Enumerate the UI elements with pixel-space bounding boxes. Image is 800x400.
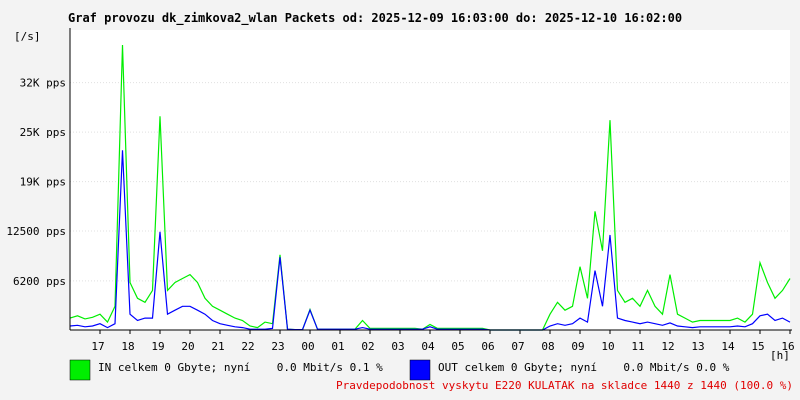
series-line [69, 44, 791, 331]
x-tick-label: 15 [751, 340, 764, 353]
x-tick-label: 19 [151, 340, 164, 353]
footnote: Pravdepodobnost vyskytu E220 KULATAK na … [336, 379, 793, 392]
x-tick-label: 04 [421, 340, 435, 353]
x-tick-label: 18 [121, 340, 134, 353]
x-tick-label: 12 [661, 340, 674, 353]
x-tick-label: 00 [301, 340, 314, 353]
x-tick-label: 06 [481, 340, 494, 353]
y-tick-label: 19K pps [20, 176, 66, 189]
series-line [69, 150, 791, 331]
plot-area [70, 30, 790, 330]
x-tick-label: 08 [541, 340, 554, 353]
y-tick-label: 32K pps [20, 77, 66, 90]
x-tick-label: 01 [331, 340, 344, 353]
x-tick-label: 07 [511, 340, 524, 353]
x-tick-label: 03 [391, 340, 404, 353]
x-tick-label: 11 [631, 340, 644, 353]
legend-swatch [409, 359, 431, 381]
y-tick-label: 6200 pps [13, 275, 66, 288]
x-tick-label: 02 [361, 340, 374, 353]
x-tick-label: 16 [781, 340, 794, 353]
legend-label: OUT celkem 0 Gbyte; nyní 0.0 Mbit/s 0.0 … [438, 361, 730, 374]
x-tick-label: 21 [211, 340, 224, 353]
y-tick-label: 25K pps [20, 126, 66, 139]
x-tick-label: 13 [691, 340, 704, 353]
y-tick-label: 12500 pps [6, 225, 66, 238]
x-tick-label: 17 [91, 340, 104, 353]
x-tick-label: 23 [271, 340, 284, 353]
legend-swatch [69, 359, 91, 381]
legend-label: IN celkem 0 Gbyte; nyní 0.0 Mbit/s 0.1 % [98, 361, 383, 374]
y-unit: [/s] [14, 30, 41, 43]
x-unit: [h] [770, 349, 790, 362]
chart-title: Graf provozu dk_zimkova2_wlan Packets od… [68, 11, 682, 26]
x-tick-label: 05 [451, 340, 464, 353]
x-tick-label: 20 [181, 340, 194, 353]
x-tick-label: 10 [601, 340, 614, 353]
x-tick-label: 09 [571, 340, 584, 353]
x-tick-label: 14 [721, 340, 735, 353]
x-tick-label: 22 [241, 340, 254, 353]
